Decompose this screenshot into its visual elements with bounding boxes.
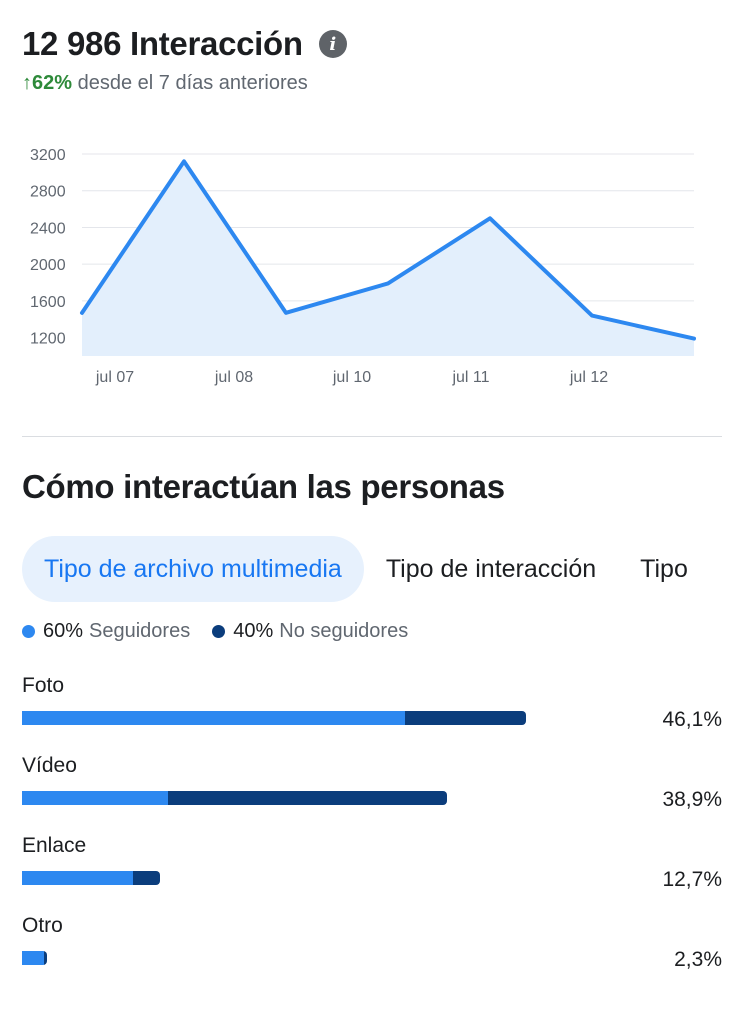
non-followers-segment	[404, 711, 526, 725]
breakdown-name: Foto	[22, 674, 65, 697]
y-tick-label: 1200	[30, 331, 66, 348]
breakdown-row-video: Vídeo 38,9%	[22, 754, 722, 834]
tab-interaction-type[interactable]: Tipo de interacción	[364, 536, 618, 602]
y-tick-label: 3200	[30, 147, 66, 164]
x-tick-label: jul 08	[214, 369, 253, 386]
breakdown-name: Otro	[22, 914, 63, 937]
breakdown-name: Enlace	[22, 834, 87, 857]
y-tick-label: 2400	[30, 220, 66, 237]
page-title: 12 986 Interacción	[22, 25, 303, 62]
section-title: Cómo interactúan las personas	[22, 468, 505, 505]
tab-other-type-label: Tipo	[640, 554, 688, 583]
tab-other-type[interactable]: Tipo	[618, 536, 710, 602]
y-tick-label: 2800	[30, 184, 66, 201]
followers-segment	[22, 951, 45, 965]
x-tick-label: jul 12	[569, 369, 608, 386]
followers-segment	[22, 871, 134, 885]
breakdown-row-otro: Otro 2,3%	[22, 914, 722, 994]
breakdown-bar	[22, 791, 447, 805]
tab-bar: Tipo de archivo multimedia Tipo de inter…	[22, 536, 744, 602]
tab-media-type-label: Tipo de archivo multimedia	[44, 554, 342, 583]
delta-row: ↑62% desde el 7 días anteriores	[22, 72, 722, 95]
divider	[22, 436, 722, 437]
x-tick-label: jul 10	[332, 369, 371, 386]
delta-arrow-icon: ↑	[22, 72, 32, 94]
series-line	[80, 159, 696, 341]
tab-interaction-type-label: Tipo de interacción	[385, 554, 597, 583]
legend: 60% Seguidores 40% No seguidores	[22, 620, 430, 643]
followers-dot-icon	[22, 625, 35, 638]
breakdown-bar	[22, 951, 48, 965]
non-followers-segment	[44, 951, 48, 965]
breakdown-row-foto: Foto 46,1%	[22, 674, 722, 754]
title-row: 12 986 Interacción i	[22, 22, 722, 66]
followers-label: Seguidores	[89, 620, 191, 642]
breakdown-row-enlace: Enlace 12,7%	[22, 834, 722, 914]
followers-pct: 60%	[43, 620, 84, 642]
legend-non-followers: 40% No seguidores	[212, 620, 408, 643]
x-tick-label: jul 07	[95, 369, 134, 386]
delta-value: 62%	[32, 72, 73, 94]
chart-svg: 1200 1600 2000 2400 2800 3200 jul 07 jul 08 jul …	[30, 147, 696, 386]
delta-text: desde el 7 días anteriores	[77, 72, 308, 94]
non-followers-segment	[133, 871, 160, 885]
tab-media-type[interactable]: Tipo de archivo multimedia	[22, 536, 364, 602]
legend-followers: 60% Seguidores	[22, 620, 190, 643]
non-followers-segment	[168, 791, 447, 805]
breakdown-value: 46,1%	[662, 708, 722, 731]
info-icon[interactable]: i	[318, 30, 347, 58]
non-followers-pct: 40%	[233, 620, 274, 642]
y-tick-label: 1600	[30, 294, 66, 311]
breakdown-bar	[22, 711, 526, 725]
breakdown-value: 2,3%	[674, 948, 722, 971]
non-followers-dot-icon	[212, 625, 226, 638]
breakdown-value: 38,9%	[662, 788, 722, 811]
area-fill	[82, 161, 694, 356]
breakdown-bar	[22, 871, 160, 885]
y-tick-label: 2000	[30, 257, 66, 274]
interaction-chart: 1200 1600 2000 2400 2800 3200 jul 07 jul 08 jul …	[0, 140, 744, 400]
x-tick-label: jul 11	[451, 369, 489, 386]
non-followers-label: No seguidores	[279, 620, 409, 642]
followers-segment	[22, 711, 405, 725]
header: 12 986 Interacción i ↑62% desde el 7 día…	[22, 22, 722, 95]
breakdown-list: Foto 46,1% Vídeo 38,9% Enlace 12,7% Otro…	[22, 674, 722, 994]
breakdown-name: Vídeo	[22, 754, 77, 777]
breakdown-value: 12,7%	[662, 868, 722, 891]
followers-segment	[22, 791, 169, 805]
